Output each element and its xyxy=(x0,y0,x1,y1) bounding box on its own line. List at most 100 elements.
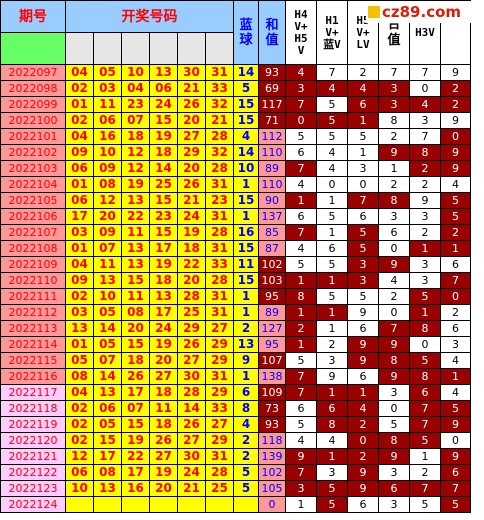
trend-cell: 2 xyxy=(409,176,441,193)
trend-cell: 4 xyxy=(409,96,441,113)
red-ball-cell: 19 xyxy=(177,224,206,241)
table-row: 2022099 01 11 23 24 26 32 15 117 7 5 6 3 4 2 xyxy=(0,96,471,113)
red-ball-cell: 07 xyxy=(93,240,122,257)
red-ball-cell: 14 xyxy=(93,320,122,337)
trend-cell: 9 xyxy=(409,192,441,209)
red-ball-cell: 32 xyxy=(205,96,234,113)
red-ball-cell: 11 xyxy=(121,288,150,305)
sum-cell: 117 xyxy=(258,96,286,113)
sum-cell: 87 xyxy=(258,240,286,257)
table-row: 2022104 01 08 19 25 26 31 1 110 4 0 0 2 2 4 xyxy=(0,176,471,193)
period-cell: 2022116 xyxy=(0,368,66,385)
red-ball-cell: 15 xyxy=(121,272,150,289)
trend-cell: 1 xyxy=(316,272,348,289)
trend-cell: 7 xyxy=(409,416,441,433)
h4v-h5v-header: H4 V+ H5 V xyxy=(285,0,317,65)
sum-cell: 71 xyxy=(258,112,286,129)
red-ball-cell: 18 xyxy=(177,240,206,257)
red-ball-cell: 15 xyxy=(149,112,178,129)
period-cell: 2022100 xyxy=(0,112,66,129)
trend-cell: 6 xyxy=(409,384,441,401)
trend-cell: 1 xyxy=(409,304,441,321)
period-cell: 2022110 xyxy=(0,272,66,289)
sum-cell: 118 xyxy=(258,432,286,449)
trend-cell: 9 xyxy=(347,480,379,497)
table-row: 2022110 09 13 15 18 20 28 15 103 1 1 3 4 3 7 xyxy=(0,272,471,289)
period-cell: 2022124 xyxy=(0,496,66,513)
red-ball-cell: 05 xyxy=(93,64,122,81)
trend-cell: 2 xyxy=(409,464,441,481)
sum-cell: 103 xyxy=(258,272,286,289)
table-row: 2022111 02 10 11 13 28 31 1 95 8 5 5 2 5 0 xyxy=(0,288,471,305)
trend-cell: 9 xyxy=(378,368,410,385)
red-ball-cell: 33 xyxy=(205,400,234,417)
blue-ball-cell: 15 xyxy=(233,272,259,289)
trend-cell: 6 xyxy=(440,464,471,481)
red-ball-cell xyxy=(121,496,150,513)
blue-ball-cell: 13 xyxy=(233,336,259,353)
sum-cell: 73 xyxy=(258,400,286,417)
period-cell: 2022115 xyxy=(0,352,66,369)
red-ball-cell: 26 xyxy=(177,176,206,193)
period-cell: 2022119 xyxy=(0,416,66,433)
red-ball-cell: 21 xyxy=(177,480,206,497)
sum-cell: 105 xyxy=(258,480,286,497)
trend-cell: 7 xyxy=(378,64,410,81)
table-row: 2022121 12 17 22 27 30 31 2 139 9 1 2 9 1 9 xyxy=(0,448,471,465)
blue-ball-cell: 1 xyxy=(233,304,259,321)
table-row: 2022097 04 05 10 13 30 31 14 93 4 7 2 7 7 9 xyxy=(0,64,471,81)
period-cell: 2022104 xyxy=(0,176,66,193)
red-ball-cell: 01 xyxy=(65,96,94,113)
red-ball-cell: 13 xyxy=(149,288,178,305)
trend-cell: 2 xyxy=(409,160,441,177)
red-ball-cell: 08 xyxy=(93,464,122,481)
trend-cell: 7 xyxy=(409,400,441,417)
table-row: 2022117 04 13 17 18 28 29 6 109 7 1 1 3 6 4 xyxy=(0,384,471,401)
period-cell: 2022097 xyxy=(0,64,66,81)
trend-cell: 6 xyxy=(378,480,410,497)
table-row: 2022109 04 11 13 19 22 33 11 102 5 5 3 9 3 6 xyxy=(0,256,471,273)
sum-header: 和值 xyxy=(258,0,286,65)
red-ball-cell: 31 xyxy=(205,208,234,225)
trend-cell: 2 xyxy=(316,336,348,353)
red-ball-cell: 17 xyxy=(121,384,150,401)
trend-cell: 0 xyxy=(378,400,410,417)
k1Hdr-line: H4 xyxy=(294,7,308,21)
trend-cell: 5 xyxy=(316,256,348,273)
red-ball-cell: 16 xyxy=(121,480,150,497)
sum-cell: 110 xyxy=(258,176,286,193)
trend-cell: 2 xyxy=(440,304,471,321)
period-cell: 2022121 xyxy=(0,448,66,465)
trend-cell: 5 xyxy=(316,480,348,497)
site-logo[interactable]: cz89.com xyxy=(366,1,484,23)
red-ball-cell: 23 xyxy=(149,208,178,225)
red-ball-cell: 24 xyxy=(177,208,206,225)
trend-cell: 8 xyxy=(285,288,317,305)
sum-cell: 107 xyxy=(258,352,286,369)
trend-cell: 0 xyxy=(440,432,471,449)
blue-ball-cell: 5 xyxy=(233,80,259,97)
blueHdr-line: 球 xyxy=(239,32,253,48)
red-ball-cell: 19 xyxy=(149,256,178,273)
red-ball-cell: 29 xyxy=(177,320,206,337)
period-cell: 2022108 xyxy=(0,240,66,257)
red-ball-cell: 29 xyxy=(205,384,234,401)
trend-cell: 7 xyxy=(409,64,441,81)
red-ball-cell: 20 xyxy=(149,352,178,369)
red-ball-cell xyxy=(65,496,94,513)
red-ball-cell: 25 xyxy=(149,176,178,193)
blue-ball-header: 蓝球 xyxy=(233,0,259,65)
period-cell: 2022122 xyxy=(0,464,66,481)
trend-cell: 3 xyxy=(316,464,348,481)
trend-cell: 3 xyxy=(378,496,410,513)
red-ball-cell: 25 xyxy=(177,304,206,321)
trend-cell: 2 xyxy=(378,128,410,145)
red-ball-cell: 06 xyxy=(93,400,122,417)
trend-cell: 9 xyxy=(378,144,410,161)
red-ball-cell: 19 xyxy=(149,128,178,145)
sum-cell: 90 xyxy=(258,192,286,209)
red-ball-cell xyxy=(149,496,178,513)
trend-cell: 1 xyxy=(347,144,379,161)
red-ball-cell: 02 xyxy=(65,400,94,417)
red-ball-cell: 05 xyxy=(93,304,122,321)
